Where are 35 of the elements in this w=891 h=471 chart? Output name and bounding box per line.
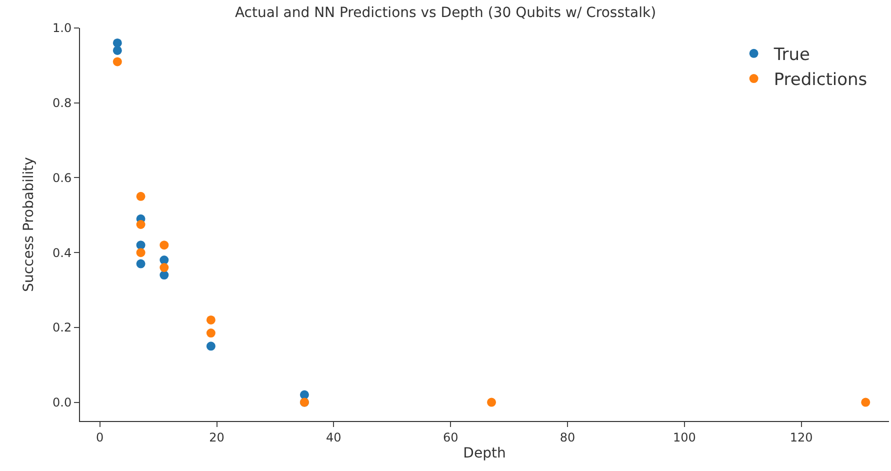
y-axis-title: Success Probability (21, 157, 38, 292)
point (206, 342, 216, 351)
point (300, 390, 309, 400)
legend-label: Predictions (774, 70, 868, 90)
chart-title: Actual and NN Predictions vs Depth (30 Qubits w/ Crosstalk) (234, 4, 656, 21)
point (160, 270, 169, 280)
point (861, 398, 870, 407)
x-tick-label: 40 (326, 430, 342, 444)
y-tick-label: 0.6 (52, 170, 72, 185)
point (112, 38, 122, 48)
x-tick-label: 120 (790, 430, 813, 444)
point (487, 398, 496, 407)
y-tick-label: 0.0 (52, 395, 72, 410)
x-tick-label: 100 (672, 430, 696, 444)
y-tick-label: 0.2 (52, 320, 72, 335)
point (112, 46, 122, 55)
x-tick-label: 60 (442, 430, 458, 444)
x-axis-title: Depth (463, 446, 506, 462)
point (112, 57, 122, 66)
point (160, 263, 169, 272)
x-tick-label: 80 (560, 430, 576, 444)
point (136, 248, 146, 258)
point (160, 256, 169, 265)
x-tick-label: 20 (209, 430, 224, 444)
y-tick-label: 0.8 (52, 96, 72, 110)
legend-label: True (772, 45, 810, 66)
y-tick-label: 1.0 (52, 21, 72, 36)
point (206, 328, 216, 338)
point (206, 315, 216, 324)
point (136, 220, 146, 229)
point (160, 240, 169, 250)
point (136, 259, 146, 268)
y-tick-label: 0.4 (52, 246, 72, 260)
x-tick-label: 0 (96, 430, 104, 444)
point (136, 192, 146, 201)
